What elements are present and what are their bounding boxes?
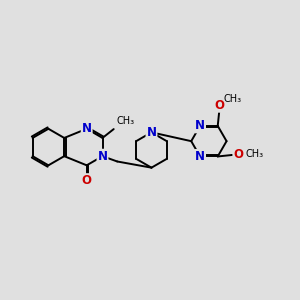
Text: O: O — [233, 148, 243, 161]
Text: N: N — [98, 150, 107, 163]
Text: O: O — [214, 99, 224, 112]
Text: CH₃: CH₃ — [223, 94, 241, 104]
Text: N: N — [195, 150, 205, 163]
Text: CH₃: CH₃ — [246, 149, 264, 159]
Text: N: N — [82, 122, 92, 135]
Text: N: N — [146, 126, 157, 139]
Text: CH₃: CH₃ — [116, 116, 134, 126]
Text: N: N — [195, 119, 205, 132]
Text: O: O — [82, 174, 92, 187]
